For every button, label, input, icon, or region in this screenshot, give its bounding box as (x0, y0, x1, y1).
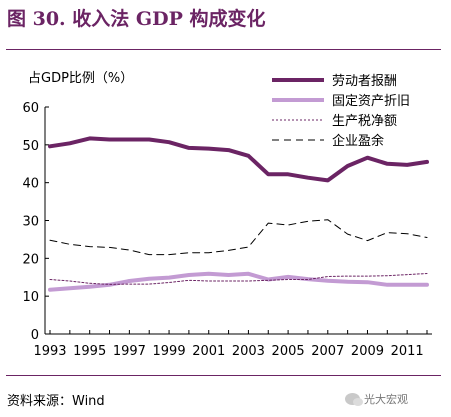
series-line-1 (48, 136, 429, 183)
y-tick-label: 10 (22, 290, 39, 305)
y-tick-label: 20 (22, 252, 39, 267)
y-axis-label: 占GDP比例（%） (28, 71, 133, 86)
y-ticks: 0 10 20 30 40 50 60 (22, 101, 49, 343)
x-tick-label: 1993 (33, 344, 66, 359)
x-tick-label: 1995 (73, 344, 106, 359)
y-tick-label: 40 (22, 177, 39, 192)
legend-label-2: 固定资产折旧 (332, 94, 410, 109)
x-tick-label: 2005 (272, 344, 305, 359)
x-tick-label: 2003 (232, 344, 265, 359)
legend-label-3: 生产税净额 (332, 114, 397, 129)
series-line-2 (48, 271, 429, 292)
y-tick-label: 30 (22, 215, 39, 230)
series-lines (48, 136, 429, 292)
legend-label-1: 劳动者报酬 (332, 73, 397, 89)
watermark: 光大宏观 (345, 391, 408, 407)
y-tick-label: 50 (22, 139, 39, 154)
figure-title: 图 30. 收入法 GDP 构成变化 (7, 8, 266, 30)
x-tick-label: 2007 (311, 344, 344, 359)
y-tick-label: 60 (22, 101, 39, 116)
y-tick-label: 0 (31, 328, 39, 343)
series-line-3 (49, 273, 428, 285)
x-ticks: 1993 1995 1997 1999 2001 2003 2005 2007 2009 2011 (33, 330, 428, 359)
x-tick-label: 1997 (113, 344, 146, 359)
series-line-4 (49, 219, 428, 256)
title-rule (6, 49, 441, 50)
x-tick-label: 1999 (153, 344, 186, 359)
x-tick-label: 2011 (391, 344, 424, 359)
watermark-label: 光大宏观 (364, 393, 408, 406)
wechat-icon (345, 393, 363, 406)
legend-label-4: 企业盈余 (332, 133, 384, 149)
x-tick-label: 2009 (351, 344, 384, 359)
source-note: 资料来源：Wind (7, 394, 105, 409)
footer-rule (6, 375, 441, 376)
x-tick-label: 2001 (192, 344, 225, 359)
